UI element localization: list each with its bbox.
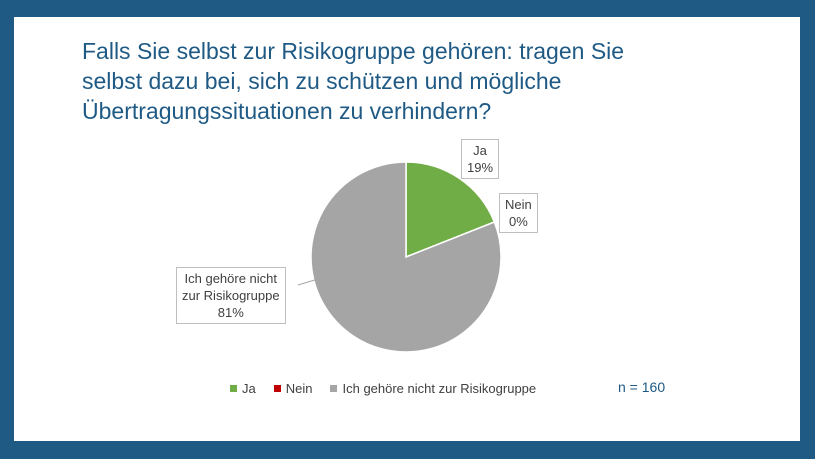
legend-item-nicht-risikogruppe: Ich gehöre nicht zur Risikogruppe <box>330 381 536 396</box>
pie-chart <box>297 161 502 353</box>
legend-item-ja: Ja <box>230 381 256 396</box>
legend-label-nein: Nein <box>285 381 313 396</box>
data-label-nicht-line-2: zur Risikogruppe <box>182 288 280 303</box>
legend-item-nein: Nein <box>273 381 313 396</box>
leader-line-nicht-risikogruppe <box>297 278 319 286</box>
pie-slice-ja <box>405 161 496 259</box>
title-line-3: Übertragungssituationen zu verhindern? <box>82 98 492 124</box>
data-label-ja-line-1: Ja <box>473 143 487 158</box>
slide-title: Falls Sie selbst zur Risikogruppe gehöre… <box>82 36 722 126</box>
data-label-nicht-risikogruppe: Ich gehöre nicht zur Risikogruppe 81% <box>176 267 286 324</box>
data-label-nein-line-2: 0% <box>508 214 528 229</box>
pie-slice-nicht-risikogruppe <box>310 161 502 353</box>
legend-label-ja: Ja <box>242 381 256 396</box>
sample-size-label: n = 160 <box>618 379 666 395</box>
legend-swatch-nein <box>273 385 281 392</box>
legend-swatch-ja <box>230 385 237 392</box>
data-label-ja-line-2: 19% <box>467 160 494 175</box>
data-label-nein: Nein 0% <box>499 193 538 233</box>
data-label-ja: Ja 19% <box>461 139 500 179</box>
data-label-nicht-line-3: 81% <box>217 305 244 320</box>
slide: Falls Sie selbst zur Risikogruppe gehöre… <box>14 17 800 441</box>
title-line-2: selbst dazu bei, sich zu schützen und mö… <box>82 68 562 94</box>
legend-swatch-nicht-risikogruppe <box>330 385 338 392</box>
chart-legend: Ja Nein Ich gehöre nicht zur Risikogrupp… <box>230 381 554 396</box>
legend-label-nicht-risikogruppe: Ich gehöre nicht zur Risikogruppe <box>342 381 537 396</box>
data-label-nicht-line-1: Ich gehöre nicht <box>184 271 278 286</box>
data-label-nein-line-1: Nein <box>505 197 532 212</box>
title-line-1: Falls Sie selbst zur Risikogruppe gehöre… <box>82 38 625 64</box>
